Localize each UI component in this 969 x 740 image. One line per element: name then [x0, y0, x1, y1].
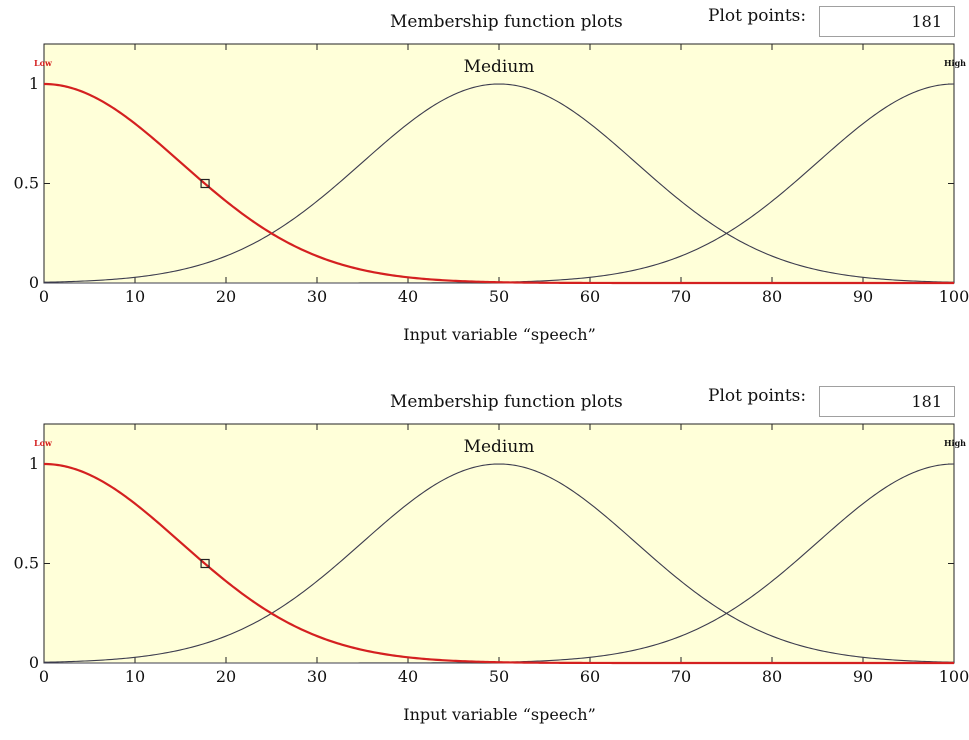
x-tick-label: 0	[39, 287, 49, 306]
y-tick-label: 1	[29, 454, 39, 473]
x-tick-label: 0	[39, 667, 49, 686]
y-tick-label: 0.5	[14, 174, 39, 193]
plot-points-label: Plot points:	[708, 6, 807, 26]
x-tick-label: 100	[939, 667, 969, 686]
x-tick-label: 50	[489, 287, 509, 306]
x-tick-label: 60	[580, 287, 600, 306]
x-tick-label: 10	[125, 667, 145, 686]
panel-title: Membership function plots	[390, 392, 623, 412]
mf-label-low: Low	[34, 58, 53, 68]
x-tick-label: 70	[671, 667, 691, 686]
panel-title: Membership function plots	[390, 12, 623, 32]
x-tick-label: 30	[307, 667, 327, 686]
x-tick-label: 30	[307, 287, 327, 306]
mf-label-medium: Medium	[464, 437, 535, 457]
x-tick-label: 60	[580, 667, 600, 686]
mf-label-high: High	[944, 58, 966, 68]
membership-plot: 0 10 20 30 40 50 60 70 80 90 100 0 0.5 1 Low Medium High	[14, 423, 969, 686]
x-axis-label: Input variable “speech”	[403, 325, 596, 344]
membership-panel-2: Membership function plots Plot points: 0…	[0, 380, 969, 740]
x-tick-label: 70	[671, 287, 691, 306]
x-tick-label: 90	[853, 287, 873, 306]
x-axis-label: Input variable “speech”	[403, 705, 596, 724]
x-tick-label: 80	[762, 287, 782, 306]
membership-plot: 0 10 20 30 40 50 60 70 80 90 100 0 0.5 1 Low Medium High	[14, 43, 969, 306]
mf-curve-low[interactable]	[43, 82, 954, 285]
plot-points-input[interactable]	[819, 6, 955, 37]
selection-marker[interactable]	[200, 178, 210, 189]
x-tick-label: 90	[853, 667, 873, 686]
selection-marker[interactable]	[200, 558, 210, 569]
x-tick-label: 100	[939, 287, 969, 306]
y-tick-label: 1	[29, 74, 39, 93]
plot-points-label: Plot points:	[708, 386, 807, 406]
y-tick-label: 0	[29, 273, 39, 292]
mf-label-medium: Medium	[464, 57, 535, 77]
y-tick-label: 0	[29, 653, 39, 672]
mf-curve-medium[interactable]	[43, 463, 955, 663]
plot-points-input[interactable]	[819, 386, 955, 417]
membership-panel-1: Membership function plots Plot points: 0…	[0, 0, 969, 360]
y-tick-label: 0.5	[14, 554, 39, 573]
x-tick-label: 80	[762, 667, 782, 686]
x-tick-label: 40	[398, 287, 418, 306]
x-tick-label: 50	[489, 667, 509, 686]
mf-label-low: Low	[34, 438, 53, 448]
mf-label-high: High	[944, 438, 966, 448]
x-tick-label: 20	[216, 667, 236, 686]
mf-curve-medium[interactable]	[43, 83, 955, 283]
x-tick-label: 40	[398, 667, 418, 686]
x-tick-label: 20	[216, 287, 236, 306]
x-tick-label: 10	[125, 287, 145, 306]
mf-curve-low[interactable]	[43, 462, 954, 665]
